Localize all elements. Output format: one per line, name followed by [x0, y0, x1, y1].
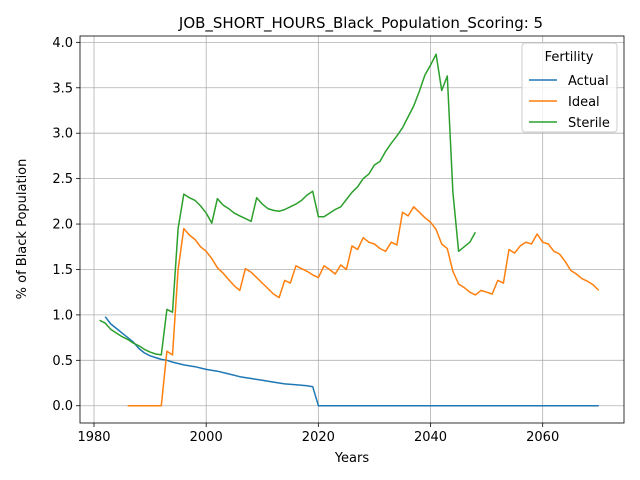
- x-axis-ticks: 1980 2000 2020 2040 2060: [77, 423, 559, 445]
- legend-title: Fertility: [545, 50, 594, 65]
- legend-box: [521, 42, 618, 133]
- x-tick-label: 2060: [526, 430, 559, 445]
- legend-entries: Actual Ideal Sterile: [529, 74, 610, 131]
- x-tick-label: 2020: [302, 430, 335, 445]
- legend-label-ideal: Ideal: [568, 95, 600, 110]
- y-axis-label: % of Black Population: [15, 159, 30, 300]
- series-line-ideal: [127, 206, 600, 407]
- legend-label-sterile: Sterile: [568, 116, 610, 131]
- y-tick-label: 1.5: [52, 263, 73, 278]
- x-axis-label: Years: [334, 451, 370, 466]
- series-line-sterile: [99, 53, 477, 356]
- y-tick-label: 2.5: [52, 172, 73, 187]
- y-tick-label: 3.0: [52, 127, 73, 142]
- y-tick-label: 1.0: [52, 308, 73, 323]
- y-tick-label: 3.5: [52, 81, 73, 96]
- legend-label-actual: Actual: [568, 74, 609, 89]
- y-axis-ticks: 0.0 0.5 1.0 1.5 2.0 2.5 3.0 3.5 4.0: [52, 36, 80, 414]
- series-lines: [99, 53, 600, 407]
- x-tick-label: 2040: [414, 430, 447, 445]
- legend: Fertility Actual Ideal Sterile: [521, 42, 618, 133]
- chart-title: JOB_SHORT_HOURS_Black_Population_Scoring…: [178, 14, 543, 33]
- y-tick-label: 0.0: [52, 399, 73, 414]
- plot-area-frame: [79, 35, 625, 424]
- x-tick-label: 2000: [190, 430, 223, 445]
- series-line-actual: [104, 316, 599, 407]
- y-tick-label: 0.5: [52, 354, 73, 369]
- x-tick-label: 1980: [77, 430, 110, 445]
- y-tick-label: 4.0: [52, 36, 73, 51]
- y-tick-label: 2.0: [52, 218, 73, 233]
